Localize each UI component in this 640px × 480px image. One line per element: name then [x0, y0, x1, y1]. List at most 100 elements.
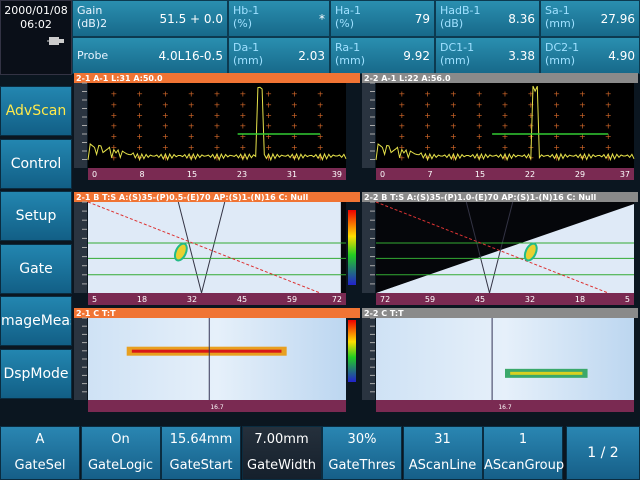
readout-label-line: (%) — [335, 17, 355, 30]
grid-cross: + — [265, 100, 272, 109]
bscan-dark — [340, 202, 346, 293]
grid-cross: + — [136, 132, 143, 141]
grid-cross: + — [317, 122, 324, 131]
grid-cross: + — [605, 122, 612, 131]
panel-header: 2-1 C T:T — [76, 309, 116, 318]
axis-strip — [88, 168, 346, 180]
readout-label-line: DC2-1 — [545, 41, 580, 54]
grid-cross: + — [424, 111, 431, 120]
axis-tick-label: 22 — [525, 170, 535, 179]
grid-cross: + — [605, 143, 612, 152]
grid-cross: + — [450, 143, 457, 152]
readout: HadB-1 (dB) 8.36 — [435, 0, 540, 37]
ascan-trace — [375, 85, 635, 162]
time: 06:02 — [20, 18, 52, 31]
readout-label: DC1-1 (mm) — [440, 41, 474, 67]
grid-cross: + — [450, 122, 457, 131]
grid-cross: + — [214, 122, 221, 131]
grid-cross: + — [398, 111, 405, 120]
grid-cross: + — [424, 90, 431, 99]
grid-cross: + — [291, 122, 298, 131]
readout-label: Ha-1 (%) — [335, 4, 361, 30]
grid-cross: + — [110, 132, 117, 141]
function-button[interactable]: A GateSel — [0, 426, 80, 480]
button-value: 7.00mm — [254, 432, 309, 447]
menu-button[interactable]: mageMeas — [0, 296, 72, 346]
readout-label-line: (dB) — [440, 17, 464, 30]
grid-cross: + — [162, 122, 169, 131]
readout-value: 3.38 — [508, 49, 535, 63]
grid-cross: + — [317, 90, 324, 99]
grid-cross: + — [450, 132, 457, 141]
grid-cross: + — [605, 153, 612, 162]
axis-tick-label: 15 — [475, 170, 485, 179]
grid-cross: + — [162, 153, 169, 162]
power-icon — [47, 37, 64, 45]
grid-cross: + — [239, 122, 246, 131]
bscan-fan — [88, 202, 346, 293]
grid-cross: + — [291, 111, 298, 120]
axis-tick-label: 5 — [92, 295, 97, 304]
function-button[interactable]: 7.00mm GateWidth — [241, 426, 322, 480]
button-label: GateSel — [14, 458, 66, 473]
page-button[interactable]: 1 / 2 — [566, 426, 640, 480]
readout-label-line: Hb-1 — [233, 4, 260, 17]
date: 2000/01/08 — [4, 4, 68, 17]
grid-cross: + — [553, 143, 560, 152]
grid-cross: + — [239, 132, 246, 141]
axis-tick-label: 72 — [332, 295, 342, 304]
button-label: AScanGroup — [484, 458, 565, 473]
function-button[interactable]: 31 AScanLine — [402, 426, 483, 480]
function-button[interactable]: On GateLogic — [80, 426, 161, 480]
menu-button[interactable]: Gate — [0, 243, 72, 294]
button-label: GateLogic — [87, 458, 154, 473]
readout-label: Da-1 (mm) — [233, 41, 263, 67]
axis-tick-label: 59 — [425, 295, 435, 304]
indication — [173, 242, 188, 262]
grid-cross: + — [398, 153, 405, 162]
grid-cross: + — [239, 143, 246, 152]
axis-tick-label: 0 — [380, 170, 385, 179]
function-button[interactable]: 15.64mm GateStart — [161, 426, 241, 480]
grid-cross: + — [214, 111, 221, 120]
menu-button[interactable]: Setup — [0, 191, 72, 241]
axis-tick-label: 29 — [575, 170, 585, 179]
grid-cross: + — [265, 111, 272, 120]
grid-cross: + — [553, 132, 560, 141]
button-value: A — [35, 432, 45, 447]
menu-button[interactable]: DspMode — [0, 348, 72, 399]
panel-header: 2-1 B T:S A:(S)35-(P)0.5-(E)70 AP:(S)1-(… — [76, 193, 308, 202]
panel-header: 2-2 B T:S A:(S)35-(P)1.0-(E)70 AP:(S)1-(… — [364, 193, 596, 202]
menu-button[interactable]: Control — [0, 138, 72, 189]
grid-cross: + — [110, 90, 117, 99]
beam-line — [375, 201, 609, 294]
grid-cross: + — [502, 100, 509, 109]
axis-strip — [88, 293, 346, 305]
menu-button[interactable]: AdvScan — [0, 86, 72, 136]
readout-label-line: (%) — [233, 17, 253, 30]
grid-cross: + — [502, 143, 509, 152]
readout-value: 2.03 — [298, 49, 325, 63]
grid-cross: + — [424, 132, 431, 141]
grid-cross: + — [579, 90, 586, 99]
function-button[interactable]: 30% GateThres — [322, 426, 402, 480]
readout-label-line: (dB)2 — [77, 17, 108, 30]
grid-cross: + — [317, 132, 324, 141]
grid-cross: + — [214, 132, 221, 141]
panel-header: 2-2 C T:T — [364, 309, 404, 318]
grid-cross: + — [110, 100, 117, 109]
grid-cross: + — [136, 90, 143, 99]
grid-cross: + — [162, 100, 169, 109]
status-box: 2000/01/08 06:02 — [0, 0, 72, 75]
grid-cross: + — [239, 111, 246, 120]
readout: Gain (dB)2 51.5 + 0.0 — [72, 0, 228, 37]
grid-cross: + — [188, 111, 195, 120]
function-button[interactable]: 1 AScanGroup — [483, 426, 565, 480]
grid-cross: + — [188, 132, 195, 141]
grid-cross: + — [476, 143, 483, 152]
axis-strip — [376, 168, 634, 180]
panel-header-bg — [362, 192, 638, 202]
grid-cross: + — [317, 111, 324, 120]
readout-value: 9.92 — [403, 49, 430, 63]
grid-cross: + — [239, 153, 246, 162]
